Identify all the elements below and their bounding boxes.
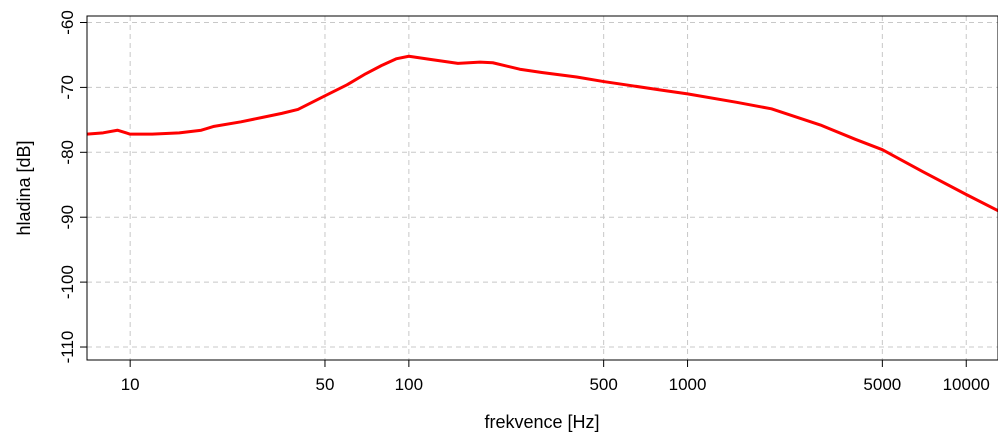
plot-frame xyxy=(86,15,998,361)
x-tick-label: 1000 xyxy=(669,375,707,394)
grid-lines xyxy=(87,16,998,360)
y-tick-label: -110 xyxy=(58,331,77,364)
x-tick-label: 5000 xyxy=(863,375,901,394)
y-tick-label: -90 xyxy=(58,205,77,230)
x-tick-label: 100 xyxy=(395,375,423,394)
x-tick-label: 500 xyxy=(589,375,617,394)
x-axis: 10 50 100 500 1000 5000 10000 xyxy=(121,360,990,394)
y-axis-title: hladina [dB] xyxy=(14,140,34,235)
x-tick-label: 10000 xyxy=(943,375,990,394)
y-tick-label: -100 xyxy=(58,265,77,299)
y-tick-label: -60 xyxy=(58,10,77,35)
x-tick-label: 10 xyxy=(121,375,140,394)
x-tick-label: 50 xyxy=(316,375,335,394)
x-axis-title: frekvence [Hz] xyxy=(484,412,599,432)
series-layer xyxy=(87,54,998,213)
series-line xyxy=(87,54,998,213)
y-tick-label: -80 xyxy=(58,140,77,165)
y-axis: -60 -70 -80 -90 -100 -110 xyxy=(58,10,87,363)
y-tick-label: -70 xyxy=(58,75,77,100)
